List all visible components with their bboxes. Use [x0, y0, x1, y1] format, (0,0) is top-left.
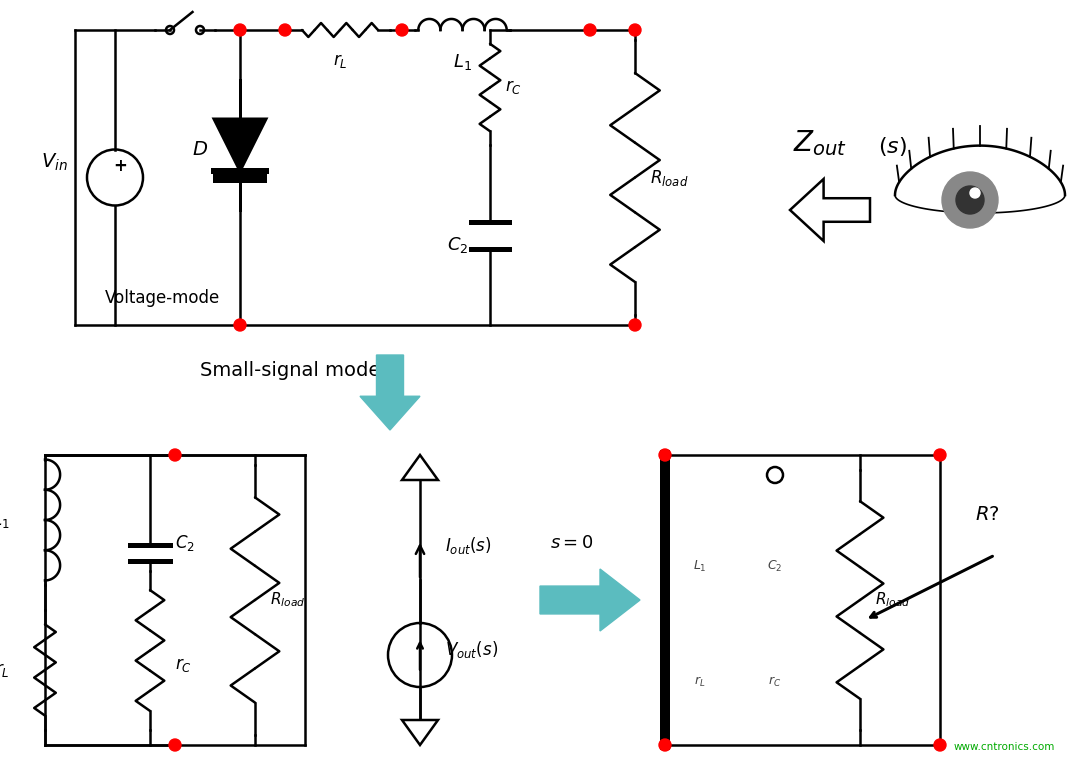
Circle shape	[279, 24, 291, 36]
Text: +: +	[113, 157, 127, 176]
Polygon shape	[402, 455, 438, 480]
Polygon shape	[402, 720, 438, 745]
Circle shape	[659, 449, 671, 461]
Text: $Z_{out}$: $Z_{out}$	[793, 128, 847, 158]
Circle shape	[396, 24, 408, 36]
Circle shape	[659, 739, 671, 751]
Text: $L_1$: $L_1$	[693, 559, 706, 574]
Text: $L_1$: $L_1$	[0, 510, 10, 530]
Text: $s=0$: $s=0$	[550, 534, 594, 552]
Polygon shape	[540, 569, 640, 631]
Circle shape	[970, 188, 980, 198]
Polygon shape	[214, 119, 266, 171]
Circle shape	[234, 319, 246, 331]
Circle shape	[934, 739, 946, 751]
Text: $R?$: $R?$	[975, 506, 1000, 524]
Text: Small-signal model: Small-signal model	[200, 360, 386, 380]
Text: $V_{in}$: $V_{in}$	[41, 152, 68, 173]
Text: $C_2$: $C_2$	[447, 235, 468, 255]
Circle shape	[942, 172, 998, 228]
Text: www.cntronics.com: www.cntronics.com	[954, 742, 1055, 752]
Text: $C_2$: $C_2$	[175, 533, 194, 553]
Text: $R_{load}$: $R_{load}$	[650, 167, 688, 187]
Text: $r_L$: $r_L$	[333, 52, 348, 70]
Text: $r_C$: $r_C$	[175, 657, 192, 674]
Circle shape	[934, 449, 946, 461]
Circle shape	[168, 739, 181, 751]
Text: $I_{out}(s)$: $I_{out}(s)$	[445, 535, 491, 555]
Text: $D$: $D$	[192, 141, 208, 159]
Text: $R_{load}$: $R_{load}$	[875, 591, 910, 609]
Text: $r_L$: $r_L$	[0, 661, 10, 679]
Circle shape	[584, 24, 596, 36]
Circle shape	[956, 186, 984, 214]
Text: $r_C$: $r_C$	[505, 78, 522, 97]
Text: Voltage-mode: Voltage-mode	[105, 289, 220, 307]
Polygon shape	[360, 355, 420, 430]
Text: $r_C$: $r_C$	[768, 675, 782, 689]
Circle shape	[629, 24, 642, 36]
Text: $L_1$: $L_1$	[453, 52, 472, 72]
Circle shape	[234, 24, 246, 36]
Polygon shape	[789, 179, 870, 241]
Circle shape	[168, 449, 181, 461]
Polygon shape	[895, 146, 1065, 213]
Text: $C_2$: $C_2$	[767, 559, 783, 574]
Text: $R_{load}$: $R_{load}$	[270, 591, 306, 609]
Text: $(s)$: $(s)$	[878, 135, 907, 158]
Text: $r_L$: $r_L$	[694, 675, 705, 689]
Text: $V_{out}(s)$: $V_{out}(s)$	[445, 640, 498, 660]
Circle shape	[629, 319, 642, 331]
